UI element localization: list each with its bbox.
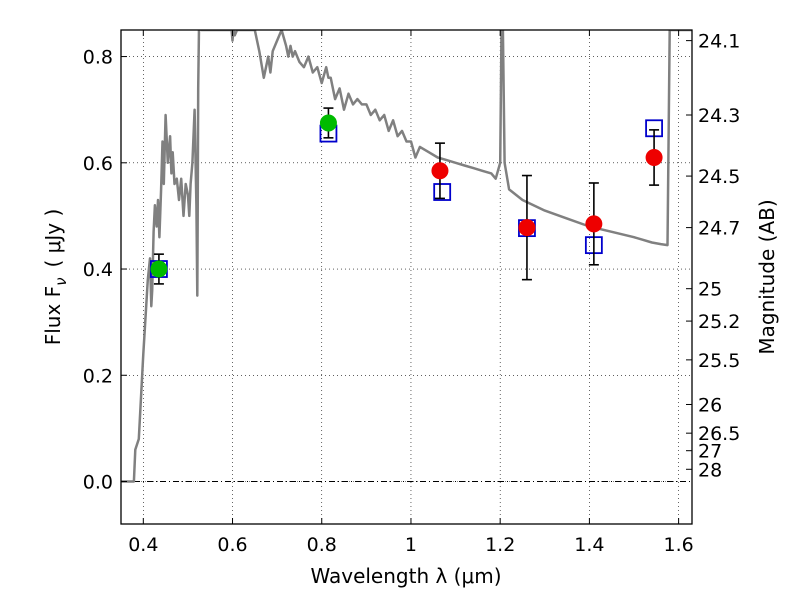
observed-point-marker xyxy=(319,114,337,132)
photometry-markers xyxy=(150,107,663,285)
magnitude-tick-label: 26.5 xyxy=(698,423,740,445)
y-tick-label: 0.4 xyxy=(83,259,113,281)
magnitude-tick-label: 25 xyxy=(698,279,722,301)
x-tick-label: 0.6 xyxy=(217,534,247,556)
x-tick-label: 0.4 xyxy=(128,534,158,556)
magnitude-tick-label: 24.1 xyxy=(698,31,740,53)
y-tick-label: 0.8 xyxy=(83,47,113,69)
y-axis-label-unit: ( μJy ) xyxy=(41,209,65,268)
magnitude-tick-label: 25.2 xyxy=(698,311,740,333)
magnitude-tick-label: 27 xyxy=(698,441,722,463)
magnitude-tick-label: 24.5 xyxy=(698,166,740,188)
x-tick-label: 1.6 xyxy=(664,534,694,556)
sed-model-line xyxy=(121,30,692,483)
observed-point-marker xyxy=(585,215,603,233)
y-tick-label: 0.6 xyxy=(83,153,113,175)
y-axis-label: Flux Fν ( μJy ) xyxy=(41,209,70,346)
magnitude-tick-label: 25.5 xyxy=(698,350,740,372)
y-axis-label-main: Flux F xyxy=(41,286,65,345)
x-axis-label: Wavelength λ (μm) xyxy=(310,564,501,588)
magnitude-tick-label: 28 xyxy=(698,459,722,481)
y-axis-label-sub: ν xyxy=(52,277,70,285)
plot-frame xyxy=(120,29,693,525)
x-tick-label: 1.2 xyxy=(485,534,515,556)
observed-point-marker xyxy=(150,260,168,278)
magnitude-tick-label: 26 xyxy=(698,394,722,416)
model-square-marker xyxy=(433,183,452,201)
magnitude-tick-label: 24.3 xyxy=(698,105,740,127)
right-axis-label: Magnitude (AB) xyxy=(755,199,779,354)
x-tick-label: 0.8 xyxy=(307,534,337,556)
observed-point-marker xyxy=(431,162,449,180)
x-tick-label: 1 xyxy=(405,534,417,556)
magnitude-tick-label: 24.7 xyxy=(698,218,740,240)
observed-point-marker xyxy=(645,148,663,166)
axis-ticks: 0.4 0.6 0.8 1 1.2 1.4 1.6 0.0 0.2 0.4 0.6 0.8 24.1 24… xyxy=(83,30,740,556)
y-tick-label: 0.0 xyxy=(83,472,113,494)
x-tick-label: 1.4 xyxy=(574,534,604,556)
y-tick-label: 0.2 xyxy=(83,365,113,387)
plot-area xyxy=(121,30,692,524)
observed-point-marker xyxy=(518,219,536,237)
